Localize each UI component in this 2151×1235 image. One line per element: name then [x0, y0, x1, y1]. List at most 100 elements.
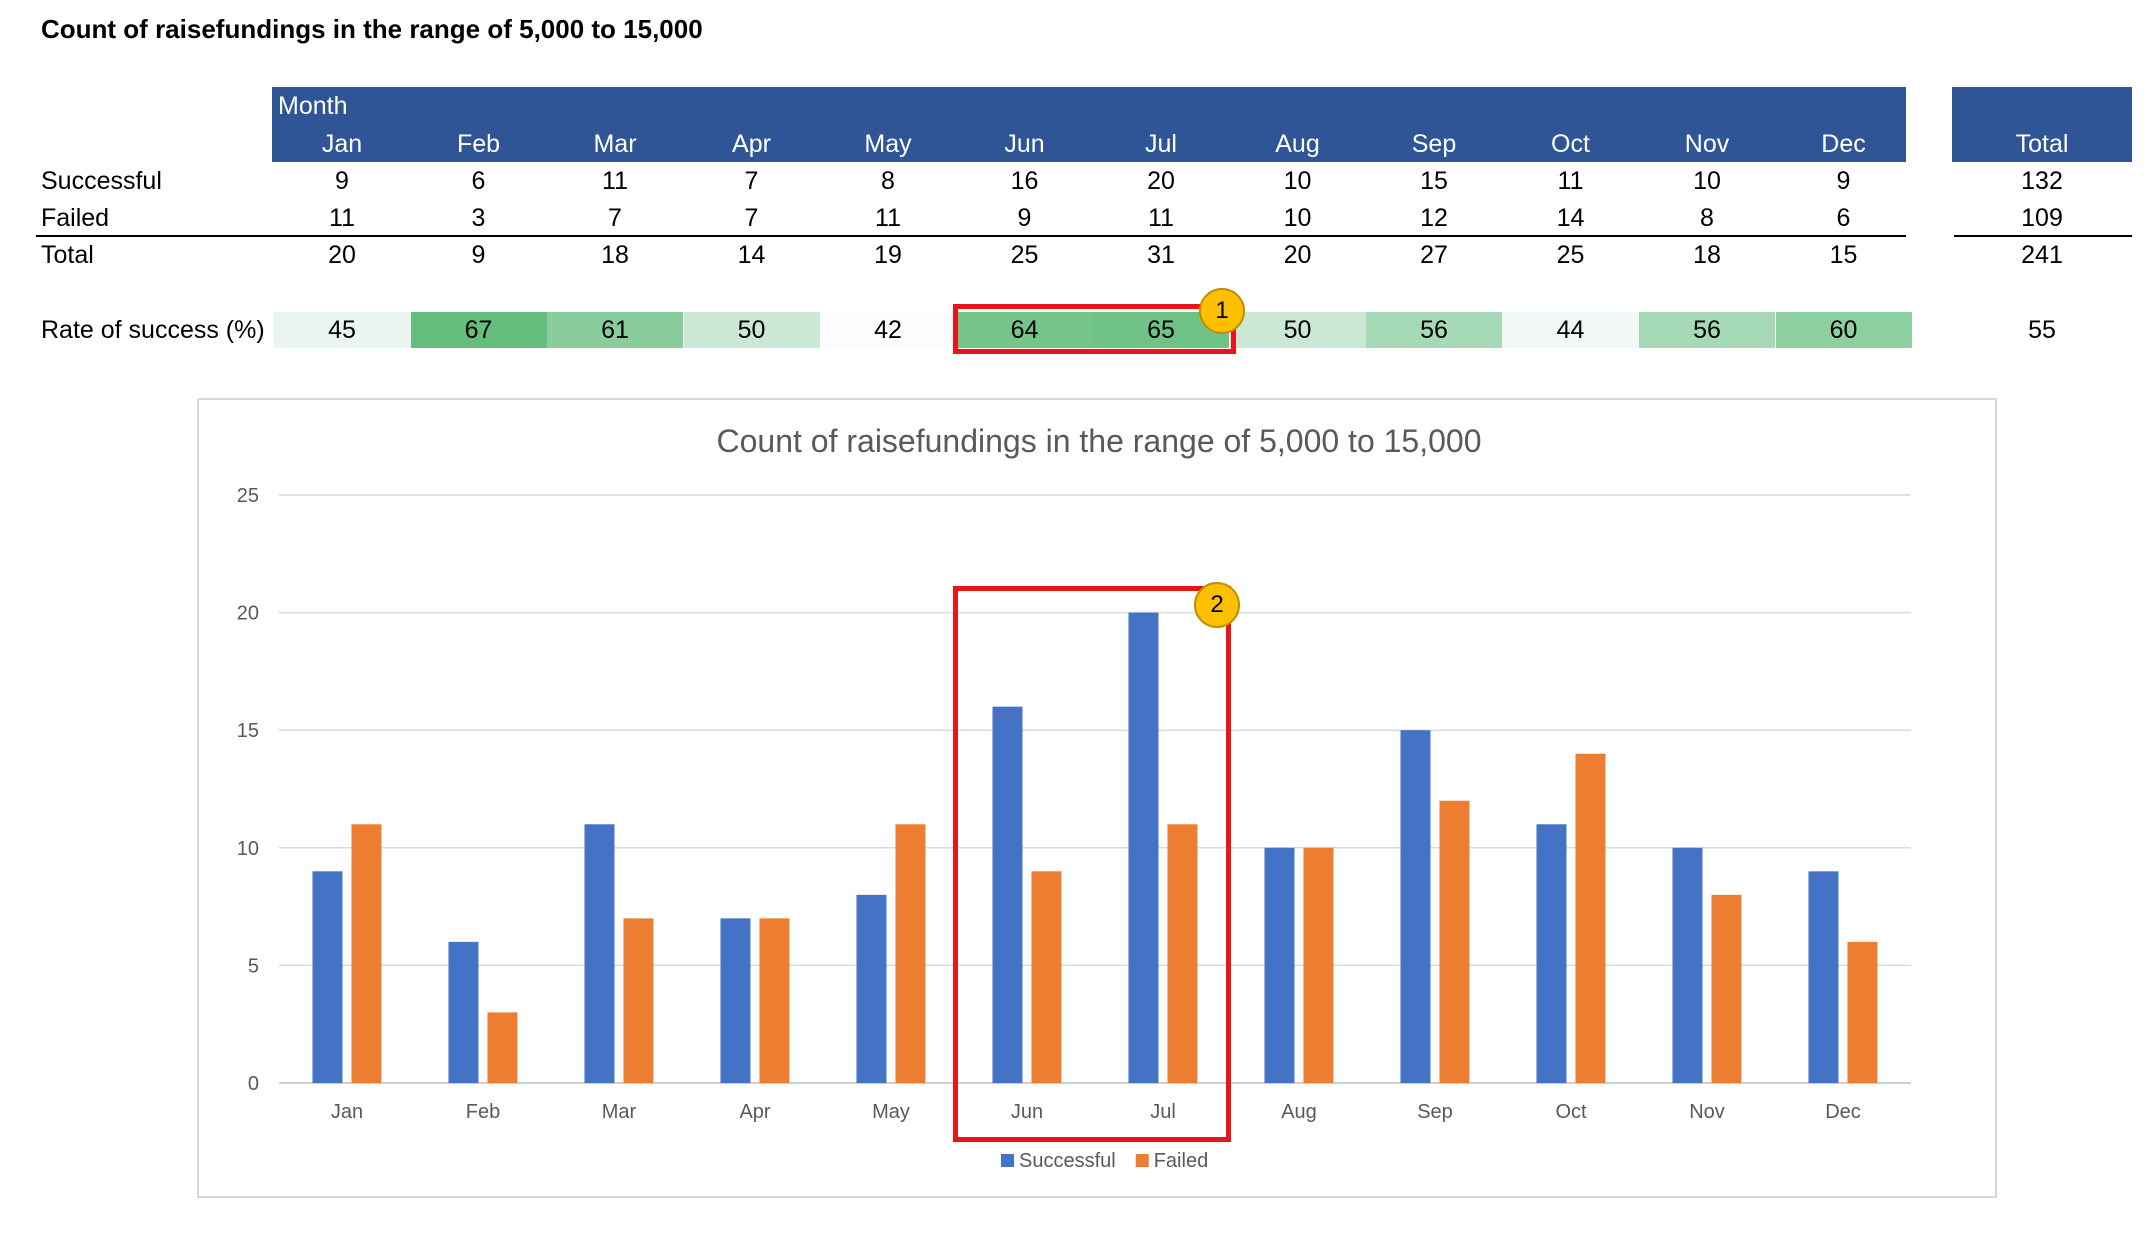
bar-failed-dec [1847, 941, 1878, 1083]
total-row-divider-total-col [1954, 235, 2132, 237]
highlight-box-rate-jun-jul [953, 304, 1236, 354]
rate-cell-feb: 67 [410, 312, 547, 348]
bar-failed-mar [623, 918, 654, 1083]
cell-successful-apr: 7 [744, 167, 759, 195]
month-header-jan: Jan [321, 130, 363, 158]
bar-failed-jun [1031, 871, 1062, 1083]
legend-label-successful: Successful [1019, 1150, 1116, 1172]
legend-swatch-successful [1001, 1154, 1014, 1167]
cell-total-may: 19 [874, 241, 902, 269]
bar-successful-may [856, 894, 887, 1083]
total-cell-failed: 109 [2021, 204, 2063, 232]
bar-successful-oct [1536, 824, 1567, 1083]
cell-successful-nov: 10 [1693, 167, 1721, 195]
rate-cell-aug: 50 [1229, 312, 1366, 348]
cell-failed-oct: 14 [1556, 204, 1585, 232]
bar-failed-jan [351, 824, 382, 1083]
y-tick-label-25: 25 [237, 485, 259, 507]
cell-failed-sep: 12 [1420, 204, 1448, 232]
cell-successful-jan: 9 [335, 167, 349, 195]
total-column-header: Total [2015, 130, 2069, 158]
bar-failed-apr [759, 918, 790, 1083]
cell-failed-dec: 6 [1836, 204, 1851, 232]
y-tick-label-5: 5 [248, 955, 259, 977]
bar-successful-jul [1128, 612, 1159, 1083]
rate-cell-jan: 45 [274, 312, 410, 348]
row-label-total: Total [41, 241, 94, 269]
legend-label-failed: Failed [1154, 1150, 1208, 1172]
cell-total-aug: 20 [1283, 241, 1312, 269]
cell-failed-aug: 10 [1283, 204, 1312, 232]
chart-title: Count of raisefundings in the range of 5… [717, 423, 1482, 459]
cell-total-jul: 31 [1147, 241, 1175, 269]
cell-successful-jun: 16 [1010, 167, 1039, 195]
y-tick-label-20: 20 [237, 603, 259, 625]
bar-failed-may [895, 824, 926, 1083]
cell-total-apr: 14 [737, 241, 766, 269]
cell-successful-may: 8 [881, 167, 895, 195]
x-tick-label-feb: Feb [466, 1101, 500, 1123]
x-tick-label-mar: Mar [602, 1101, 637, 1123]
bar-successful-nov [1672, 847, 1703, 1083]
cell-successful-oct: 11 [1557, 167, 1584, 195]
rate-cell-jun: 64 [956, 312, 1093, 348]
cell-failed-apr: 7 [744, 204, 759, 232]
bar-successful-mar [584, 824, 615, 1083]
cell-failed-may: 11 [875, 204, 901, 232]
x-tick-label-may: May [872, 1101, 910, 1123]
cell-total-mar: 18 [601, 241, 629, 269]
rate-row-label: Rate of success (%) [41, 316, 265, 344]
x-tick-label-dec: Dec [1825, 1101, 1861, 1123]
cell-successful-jul: 20 [1147, 167, 1175, 195]
bar-failed-feb [487, 1012, 518, 1083]
x-tick-label-jan: Jan [331, 1101, 363, 1123]
row-label-failed: Failed [41, 204, 110, 232]
bar-failed-jul [1167, 824, 1198, 1083]
bar-successful-feb [448, 941, 479, 1083]
bar-successful-dec [1808, 871, 1839, 1083]
cell-total-dec: 15 [1829, 241, 1858, 269]
month-header-oct: Oct [1551, 130, 1590, 158]
annotation-badge-2: 2 [1194, 582, 1240, 628]
month-header-apr: Apr [732, 130, 771, 158]
total-cell-successful: 132 [2021, 167, 2063, 195]
cell-successful-dec: 9 [1836, 167, 1851, 195]
bar-successful-jun [992, 706, 1023, 1083]
cell-total-sep: 27 [1420, 241, 1448, 269]
cell-failed-jun: 9 [1017, 204, 1032, 232]
x-tick-label-sep: Sep [1417, 1101, 1453, 1123]
rate-cell-dec: 60 [1775, 312, 1912, 348]
rate-cell-mar: 61 [547, 312, 683, 348]
cell-total-feb: 9 [471, 241, 486, 269]
month-header-dec: Dec [1821, 130, 1866, 158]
cell-failed-feb: 3 [471, 204, 486, 232]
total-cell-total: 241 [2021, 241, 2063, 269]
highlight-box-chart-jun-jul [953, 586, 1231, 1142]
y-tick-label-15: 15 [237, 720, 259, 742]
month-header-nov: Nov [1684, 130, 1730, 158]
month-header-band [272, 87, 1906, 162]
rate-cell-oct: 44 [1502, 312, 1639, 348]
rate-cell-nov: 56 [1639, 312, 1775, 348]
month-header-feb: Feb [456, 130, 501, 158]
cell-total-nov: 18 [1693, 241, 1721, 269]
month-header-jul: Jul [1145, 130, 1177, 158]
x-tick-label-oct: Oct [1555, 1101, 1587, 1123]
cell-failed-jan: 11 [329, 204, 355, 232]
x-tick-label-nov: Nov [1689, 1101, 1725, 1123]
x-tick-label-jul: Jul [1150, 1101, 1176, 1123]
y-tick-label-10: 10 [237, 838, 259, 860]
bar-successful-jan [312, 871, 343, 1083]
bar-failed-aug [1303, 847, 1334, 1083]
cell-failed-jul: 11 [1148, 204, 1174, 232]
page-title: Count of raisefundings in the range of 5… [41, 14, 703, 44]
rate-cell-apr: 50 [683, 312, 820, 348]
rate-total-cell: 55 [2028, 316, 2056, 344]
bar-failed-nov [1711, 894, 1742, 1083]
x-tick-label-apr: Apr [739, 1101, 770, 1123]
x-tick-label-aug: Aug [1281, 1101, 1317, 1123]
row-label-successful: Successful [41, 167, 162, 195]
cell-failed-mar: 7 [608, 204, 622, 232]
cell-total-oct: 25 [1556, 241, 1585, 269]
annotation-badge-1: 1 [1199, 288, 1245, 334]
